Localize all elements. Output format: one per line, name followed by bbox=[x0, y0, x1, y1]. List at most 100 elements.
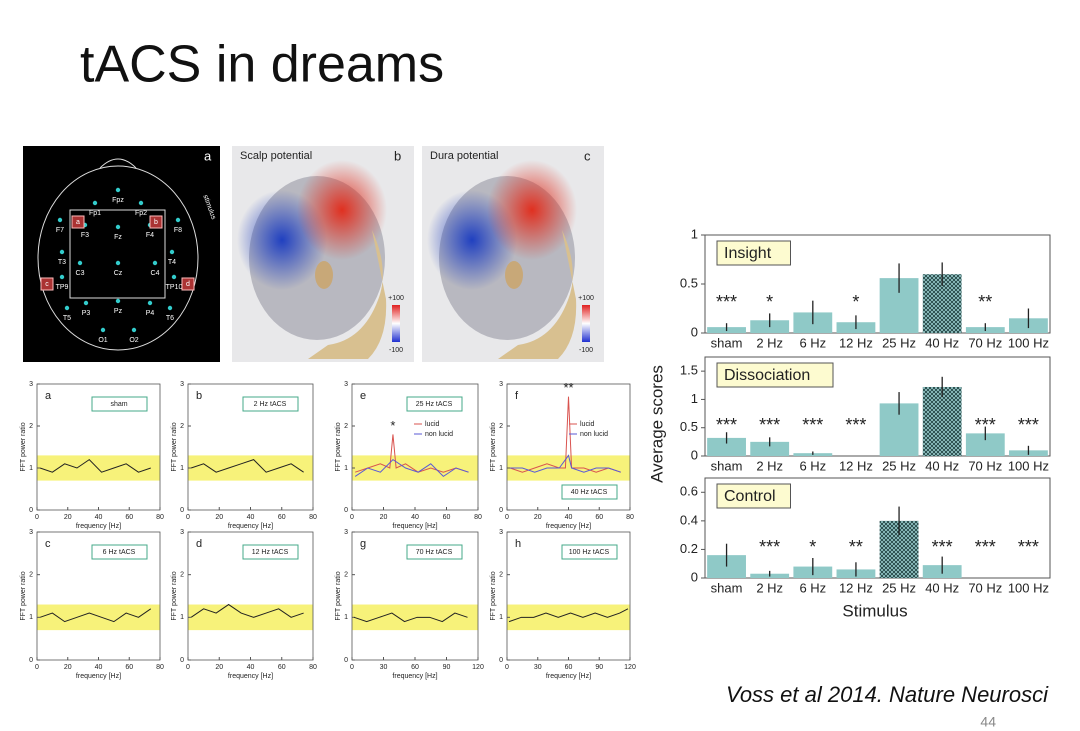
panel-letter: f bbox=[515, 390, 519, 402]
red-field bbox=[487, 160, 577, 260]
y-tick-label: 2 bbox=[180, 572, 184, 579]
tolerance-band bbox=[352, 455, 478, 481]
x-tick-label: 6 Hz bbox=[799, 335, 826, 350]
x-tick-label: 100 Hz bbox=[1008, 580, 1049, 595]
legend-label: lucid bbox=[580, 421, 595, 428]
x-tick-label: 80 bbox=[474, 514, 482, 521]
x-tick-label: 120 bbox=[472, 664, 484, 671]
x-tick-label: 0 bbox=[35, 514, 39, 521]
bar bbox=[965, 433, 1005, 456]
y-tick-label: 2 bbox=[180, 423, 184, 430]
scale-label: -100 bbox=[389, 347, 403, 354]
y-tick-label: 0 bbox=[29, 507, 33, 514]
x-tick-label: 20 bbox=[534, 514, 542, 521]
tolerance-band bbox=[352, 604, 478, 631]
y-tick-label: 1.5 bbox=[680, 363, 698, 378]
significance: *** bbox=[759, 415, 780, 435]
electrode-label: T3 bbox=[58, 259, 66, 266]
x-tick-label: 20 bbox=[64, 514, 72, 521]
y-tick-label: 0.5 bbox=[680, 275, 698, 290]
ear bbox=[315, 261, 333, 289]
electrode bbox=[138, 200, 144, 206]
y-tick-label: 0 bbox=[499, 657, 503, 664]
tolerance-band bbox=[188, 455, 313, 481]
x-tick-label: 60 bbox=[278, 664, 286, 671]
scale-label: -100 bbox=[579, 347, 593, 354]
x-tick-label: 70 Hz bbox=[968, 335, 1002, 350]
x-tick-label: 40 bbox=[95, 664, 103, 671]
plot-frame bbox=[704, 356, 1051, 457]
panel-letter: d bbox=[196, 538, 202, 550]
x-tick-label: 20 bbox=[380, 514, 388, 521]
significance: *** bbox=[975, 415, 996, 435]
x-tick-label: 2 Hz bbox=[756, 458, 783, 473]
y-tick-label: 2 bbox=[29, 572, 33, 579]
electrode bbox=[115, 187, 121, 193]
scale-label: +100 bbox=[578, 295, 594, 302]
x-tick-label: 6 Hz bbox=[799, 580, 826, 595]
bar bbox=[707, 437, 746, 456]
tolerance-band bbox=[188, 604, 313, 631]
electrode-label: F8 bbox=[174, 227, 182, 234]
x-tick-label: sham bbox=[711, 335, 743, 350]
face bbox=[498, 230, 577, 359]
y-tick-label: 3 bbox=[29, 381, 33, 388]
electrode-label: Fpz bbox=[112, 197, 124, 204]
y-tick-label: 3 bbox=[29, 529, 33, 536]
y-tick-label: 1 bbox=[344, 614, 348, 621]
electrode bbox=[115, 260, 121, 266]
electrode-label: O2 bbox=[129, 337, 138, 344]
panel-label: 25 Hz tACS bbox=[416, 401, 453, 408]
x-tick-label: sham bbox=[711, 580, 743, 595]
x-tick-label: 60 bbox=[443, 514, 451, 521]
nose bbox=[99, 158, 137, 169]
tolerance-band bbox=[37, 604, 160, 631]
x-tick-label: 40 Hz bbox=[925, 335, 959, 350]
significance: ** bbox=[978, 292, 992, 312]
x-tick-label: 60 bbox=[565, 664, 573, 671]
bar bbox=[922, 386, 962, 456]
y-tick-label: 1 bbox=[691, 391, 698, 406]
electrode bbox=[64, 305, 70, 311]
significance: *** bbox=[802, 415, 823, 435]
label-box bbox=[561, 544, 618, 560]
electrode-label: TP10 bbox=[166, 284, 183, 291]
x-tick-label: 6 Hz bbox=[799, 458, 826, 473]
electrode bbox=[59, 249, 65, 255]
face bbox=[308, 230, 387, 359]
y-axis-title: FFT power ratio bbox=[20, 571, 27, 620]
x-axis-title: frequency [Hz] bbox=[392, 673, 437, 680]
x-tick-label: 40 bbox=[247, 514, 255, 521]
chart-title: Insight bbox=[724, 245, 772, 262]
y-axis-title: Average scores bbox=[647, 365, 666, 483]
significance: *** bbox=[975, 537, 996, 557]
stim-site bbox=[40, 277, 54, 291]
significance: * bbox=[390, 418, 395, 433]
y-tick-label: 0 bbox=[499, 507, 503, 514]
x-axis-title: frequency [Hz] bbox=[546, 523, 591, 530]
x-tick-label: 90 bbox=[443, 664, 451, 671]
x-tick-label: 80 bbox=[156, 514, 164, 521]
electrode-label: Pz bbox=[114, 308, 123, 315]
y-tick-label: 0.5 bbox=[680, 419, 698, 434]
x-tick-label: 40 Hz bbox=[925, 458, 959, 473]
title-box bbox=[716, 240, 791, 266]
spectrum-line bbox=[354, 434, 469, 473]
electrode-label: Fp2 bbox=[135, 210, 147, 217]
significance: ** bbox=[563, 380, 573, 395]
title-box bbox=[716, 483, 791, 509]
citation: Voss et al 2014. Nature Neurosci bbox=[726, 682, 1049, 707]
x-tick-label: 40 bbox=[411, 514, 419, 521]
plot-frame bbox=[704, 477, 1051, 579]
electrode bbox=[59, 274, 65, 280]
y-tick-label: 2 bbox=[344, 572, 348, 579]
electrode-label: F3 bbox=[81, 232, 89, 239]
bar bbox=[750, 441, 790, 456]
stim-site-label: c bbox=[45, 281, 49, 288]
x-tick-label: 2 Hz bbox=[756, 335, 783, 350]
electrode bbox=[175, 217, 181, 223]
stim-site-label: a bbox=[76, 219, 80, 226]
y-tick-label: 2 bbox=[499, 423, 503, 430]
panel-letter: b bbox=[196, 390, 202, 402]
